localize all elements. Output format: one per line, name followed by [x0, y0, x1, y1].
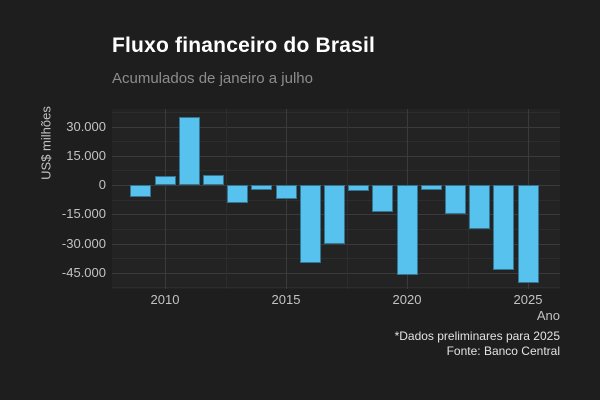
bar-2017 — [323, 185, 345, 245]
bar-2011 — [178, 116, 200, 185]
x-tick-label: 2025 — [513, 292, 543, 307]
bar-2025 — [517, 185, 539, 283]
bar-2018 — [348, 185, 370, 191]
v-major-gridline — [286, 109, 287, 289]
x-tick-label: 2010 — [150, 292, 180, 307]
h-minor-gridline — [112, 258, 560, 260]
v-major-gridline — [165, 109, 166, 289]
bar-2024 — [493, 185, 515, 270]
y-tick-label: 0 — [98, 177, 106, 192]
y-tick-label: -45.000 — [61, 264, 106, 280]
h-major-gridline — [112, 126, 560, 128]
bar-2023 — [469, 185, 491, 229]
chart-caption: *Dados preliminares para 2025 Fonte: Ban… — [395, 329, 560, 358]
bar-2010 — [154, 176, 176, 185]
y-tick-label: 30.000 — [66, 118, 106, 134]
v-minor-gridline — [225, 109, 227, 289]
chart-title: Fluxo financeiro do Brasil — [112, 34, 376, 57]
h-minor-gridline — [112, 111, 560, 113]
y-tick-label: -15.000 — [61, 206, 106, 222]
bar-2015 — [275, 185, 297, 199]
bar-2021 — [420, 185, 442, 190]
h-minor-gridline — [112, 141, 560, 143]
plot-panel — [112, 109, 560, 289]
bar-2022 — [444, 185, 466, 215]
x-axis-title: Ano — [536, 308, 560, 323]
v-minor-gridline — [346, 109, 348, 289]
y-tick-label: 15.000 — [66, 147, 106, 163]
bar-2016 — [299, 185, 321, 263]
bar-2020 — [396, 185, 418, 275]
bar-2009 — [130, 185, 152, 197]
h-minor-gridline — [112, 287, 560, 289]
x-tick-label: 2020 — [392, 292, 422, 307]
bar-2012 — [202, 175, 224, 185]
caption-note: *Dados preliminares para 2025 — [394, 329, 560, 343]
h-minor-gridline — [112, 170, 560, 172]
caption-source: Fonte: Banco Central — [446, 343, 560, 358]
bar-2014 — [251, 185, 273, 190]
y-tick-label: -30.000 — [61, 235, 106, 251]
v-minor-gridline — [467, 109, 469, 289]
y-axis-title: US$ milhões — [38, 106, 54, 180]
h-major-gridline — [112, 155, 560, 157]
bar-2013 — [227, 185, 249, 203]
bar-2019 — [372, 185, 394, 213]
chart-subtitle: Acumulados de janeiro a julho — [112, 70, 313, 87]
h-major-gridline — [112, 272, 560, 274]
x-tick-label: 2015 — [271, 292, 301, 307]
